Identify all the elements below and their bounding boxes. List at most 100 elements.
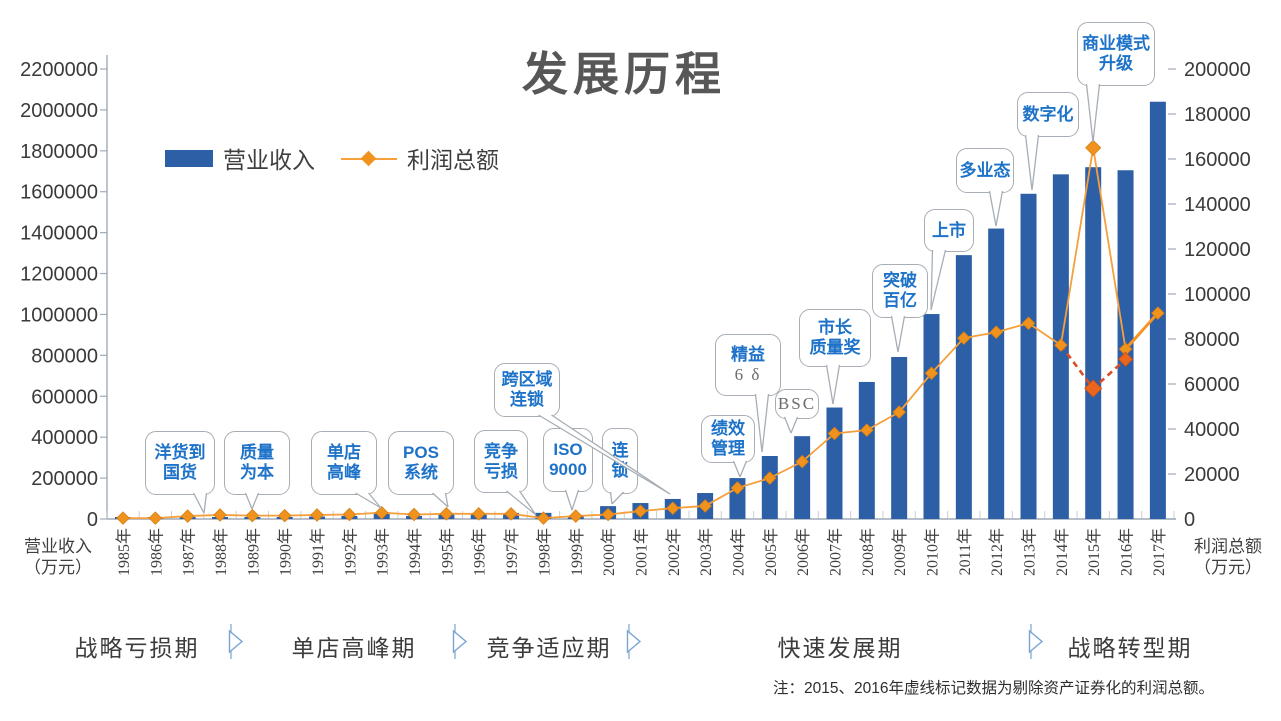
right-axis-tick-label: 80000 xyxy=(1184,329,1240,351)
milestone-callout: 市长 质量奖 xyxy=(799,309,871,367)
left-axis-tick-label: 1200000 xyxy=(20,264,98,286)
profit-diamond-marker xyxy=(1021,316,1036,331)
revenue-bar xyxy=(988,228,1005,519)
milestone-callout-text: 管理 xyxy=(711,439,745,458)
left-axis-tick-label: 1000000 xyxy=(20,304,98,326)
profit-line-last-segment xyxy=(1124,312,1159,351)
profit-diamond-marker xyxy=(310,508,324,522)
x-axis-year-label: 2012年 xyxy=(988,528,1006,576)
profit-diamond-marker xyxy=(633,504,648,518)
profit-diamond-marker xyxy=(957,331,971,345)
right-axis-tick-label: 0 xyxy=(1184,509,1195,531)
profit-legend-diamond-icon xyxy=(360,150,377,166)
revenue-bar xyxy=(1085,167,1102,519)
milestone-callout: BSC xyxy=(775,389,819,419)
left-axis-title: 营业收入 （万元） xyxy=(8,536,108,578)
profit-diamond-marker xyxy=(827,426,842,441)
left-axis-tick-label: 2200000 xyxy=(20,59,98,81)
x-axis-year-label: 2013年 xyxy=(1021,528,1039,576)
right-axis-tick-label: 160000 xyxy=(1184,149,1251,171)
milestone-callout-text: 上市 xyxy=(932,220,966,240)
right-axis-tick-label: 40000 xyxy=(1184,419,1240,441)
x-axis-year-label: 2010年 xyxy=(924,528,942,576)
milestone-callout-text: 数字化 xyxy=(1022,104,1074,124)
profit-diamond-marker xyxy=(860,423,874,437)
revenue-bar xyxy=(923,314,940,519)
profit-diamond-marker xyxy=(536,511,551,525)
milestone-callout: 突破 百亿 xyxy=(872,264,928,318)
milestone-callout-text: 跨区域 xyxy=(501,370,553,389)
left-axis-tick-label: 0 xyxy=(87,509,98,531)
milestone-callout: 单店 高峰 xyxy=(311,431,377,495)
revenue-bar xyxy=(826,407,843,519)
footnote: 注：2015、2016年虚线标记数据为剔除资产证券化的利润总额。 xyxy=(773,680,1214,697)
milestone-callout-text: 质量 xyxy=(240,443,274,462)
phase-label: 战略亏损期 xyxy=(74,635,200,661)
x-axis-year-label: 1986年 xyxy=(147,528,165,576)
milestone-callout-text: 锁 xyxy=(611,461,629,480)
profit-diamond-marker xyxy=(277,508,292,523)
x-axis-year-label: 1996年 xyxy=(471,528,489,576)
milestone-callout-text: 9000 xyxy=(549,460,587,479)
milestone-callout: ISO 9000 xyxy=(543,428,593,492)
milestone-callout-text: 商业模式 xyxy=(1082,34,1150,53)
revenue-bar xyxy=(891,357,908,519)
left-axis-tick-label: 1400000 xyxy=(20,223,98,245)
chart-legend: 营业收入 利润总额 xyxy=(165,141,499,175)
milestone-callout-text: ISO xyxy=(553,440,583,459)
milestone-callout: 连锁 xyxy=(602,428,638,494)
profit-diamond-marker xyxy=(730,481,745,495)
profit-diamond-marker xyxy=(245,508,260,523)
profit-diamond-marker xyxy=(407,507,421,522)
milestone-callout-text: BSC xyxy=(777,394,817,413)
x-axis-year-label: 1992年 xyxy=(341,528,359,576)
phase-label: 快速发展期 xyxy=(777,635,903,661)
milestone-callout-text: 高峰 xyxy=(327,463,361,482)
x-axis-year-label: 2000年 xyxy=(600,528,618,576)
profit-diamond-marker xyxy=(924,366,939,380)
x-axis-year-label: 2009年 xyxy=(891,528,909,576)
profit-diamond-marker xyxy=(439,507,454,521)
milestone-callout-text: 单店 xyxy=(327,443,361,462)
profit-diamond-marker xyxy=(471,507,486,521)
milestone-callout: 数字化 xyxy=(1017,92,1079,137)
phase-label: 竞争适应期 xyxy=(486,635,612,661)
milestone-callout-text: 为本 xyxy=(240,463,274,482)
right-axis-tick-label: 120000 xyxy=(1184,239,1251,261)
x-axis-year-label: 1988年 xyxy=(212,528,230,576)
milestone-callout: 绩效 管理 xyxy=(701,415,755,463)
right-axis-title-line1: 利润总额 xyxy=(1194,537,1262,556)
x-axis-year-label: 1998年 xyxy=(535,528,553,576)
right-axis-tick-label: 100000 xyxy=(1184,284,1251,306)
milestone-callout-text: 系统 xyxy=(404,463,438,482)
right-axis-tick-label: 140000 xyxy=(1184,194,1251,216)
right-axis-tick-label: 20000 xyxy=(1184,464,1240,486)
revenue-bar xyxy=(794,436,811,519)
x-axis-year-label: 1997年 xyxy=(503,528,521,576)
milestone-callout-text: 百亿 xyxy=(883,291,917,310)
left-axis-tick-label: 800000 xyxy=(31,345,98,367)
milestone-callout-text: 突破 xyxy=(883,271,917,290)
x-axis-year-label: 2014年 xyxy=(1053,528,1071,576)
profit-diamond-marker xyxy=(601,507,615,522)
milestone-callout-text: 多业态 xyxy=(959,160,1011,180)
milestone-callout-text: 质量奖 xyxy=(809,338,861,357)
x-axis-year-label: 2015年 xyxy=(1085,528,1103,576)
milestone-callout: 上市 xyxy=(924,209,974,252)
profit-diamond-marker xyxy=(116,511,130,525)
chart-title: 发展历程 xyxy=(522,48,726,100)
x-axis-year-label: 1994年 xyxy=(406,528,424,576)
x-axis-year-label: 2001年 xyxy=(632,528,650,576)
left-axis-tick-label: 1800000 xyxy=(20,141,98,163)
x-axis-year-label: 2005年 xyxy=(762,528,780,576)
phase-label: 单店高峰期 xyxy=(291,635,417,661)
x-axis-year-label: 2016年 xyxy=(1118,528,1136,576)
profit-diamond-marker xyxy=(892,405,906,419)
x-axis-year-label: 2003年 xyxy=(697,528,715,576)
x-axis-year-label: 1995年 xyxy=(438,528,456,576)
milestone-callout-text: 精益 xyxy=(731,345,765,364)
revenue-bar xyxy=(761,456,778,519)
milestone-callout: 质量 为本 xyxy=(224,431,290,495)
